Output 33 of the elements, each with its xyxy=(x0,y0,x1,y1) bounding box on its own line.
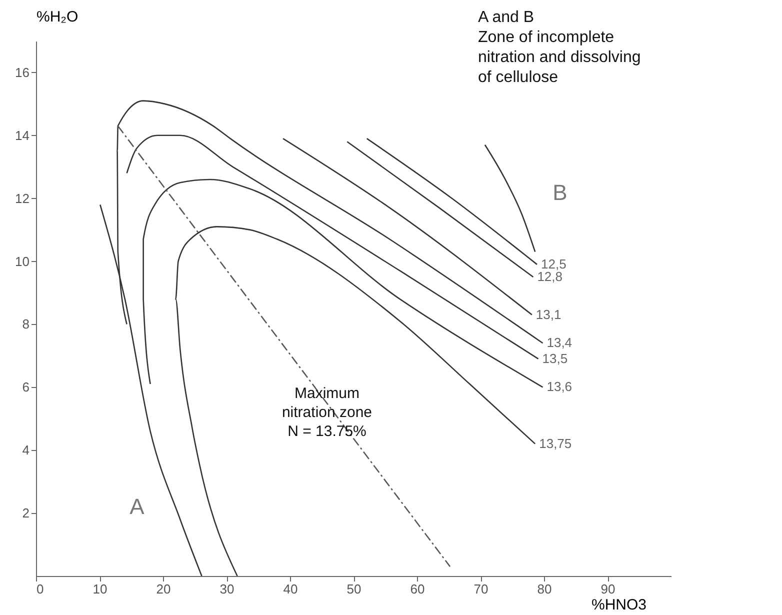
series-label: 13,1 xyxy=(536,306,562,322)
y-tick-label: 2 xyxy=(22,506,30,521)
y-axis-title: %H₂O xyxy=(36,8,78,26)
x-tick-label: 40 xyxy=(283,582,298,596)
series-label: 13,75 xyxy=(539,436,572,451)
series-label: 13,4 xyxy=(546,335,572,350)
series-label: 12,5 xyxy=(541,256,566,272)
y-tick-label: 6 xyxy=(22,380,30,395)
line-series xyxy=(484,144,536,253)
annotation: B xyxy=(552,180,568,205)
x-tick-label: 90 xyxy=(600,582,616,596)
y-tick-label: 10 xyxy=(15,254,30,269)
series-label: 12,8 xyxy=(537,269,563,284)
y-tick-label: 16 xyxy=(15,64,30,80)
y-tick-label: 8 xyxy=(22,316,30,332)
line-series xyxy=(175,226,536,577)
series-label: 13,5 xyxy=(542,350,568,366)
x-tick-label: 70 xyxy=(474,582,488,596)
x-tick-label: 10 xyxy=(92,582,108,596)
y-tick-label: 4 xyxy=(22,442,30,458)
y-tick-label: 12 xyxy=(15,190,30,206)
x-tick-label: 50 xyxy=(346,582,362,596)
x-tick-label: 30 xyxy=(220,582,234,596)
annotation: Maximum nitration zone N = 13.75% xyxy=(282,385,372,440)
x-tick-label: 60 xyxy=(410,582,425,596)
annotation: A xyxy=(130,494,145,519)
y-tick-label: 14 xyxy=(15,128,30,143)
series-label: 13,6 xyxy=(546,379,572,394)
x-tick-label: 20 xyxy=(156,582,171,596)
x-tick-label: 0 xyxy=(36,582,44,596)
x-tick-label: 80 xyxy=(537,582,552,596)
x-axis-title: %HNO3 xyxy=(592,596,647,614)
annotation: A and B Zone of incomplete nitration and dissolving of cellulose xyxy=(478,9,641,86)
